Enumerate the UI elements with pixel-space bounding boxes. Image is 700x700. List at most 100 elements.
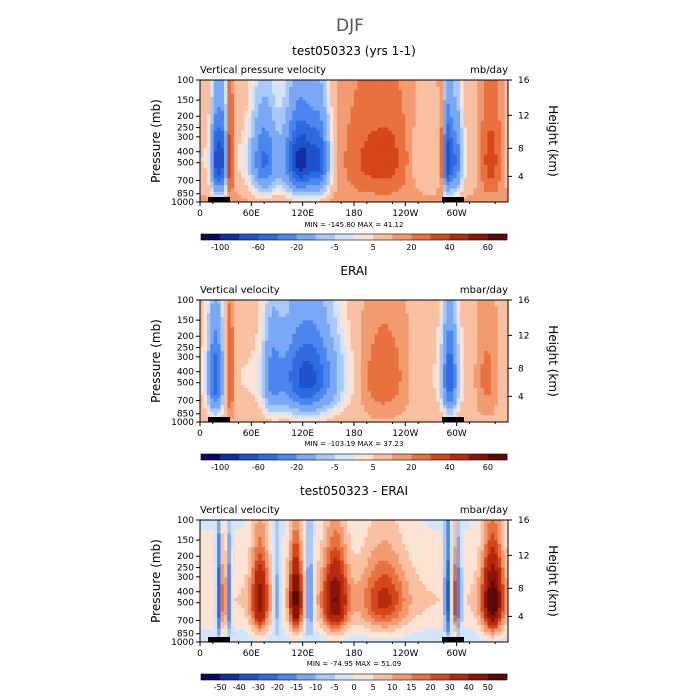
- heatmap-cell: [333, 344, 338, 348]
- heatmap-cell: [333, 415, 338, 420]
- heatmap-cell: [292, 90, 297, 94]
- heatmap-cell: [213, 134, 218, 139]
- heatmap-cell: [470, 120, 475, 125]
- heatmap-cell: [398, 107, 403, 111]
- heatmap-cell: [460, 164, 464, 169]
- heatmap-cell: [206, 120, 211, 125]
- heatmap-cell: [230, 117, 235, 122]
- heatmap-cell: [223, 113, 228, 118]
- heatmap-cell: [425, 120, 430, 125]
- heatmap-cell: [275, 394, 280, 399]
- heatmap-cell: [299, 113, 304, 118]
- heatmap-cell: [244, 411, 249, 416]
- heatmap-cell: [497, 178, 502, 183]
- heatmap-cell: [415, 96, 420, 101]
- heatmap-cell: [405, 188, 410, 193]
- heatmap-cell: [302, 306, 307, 311]
- heatmap-cell: [241, 103, 245, 108]
- heatmap-cell: [466, 164, 471, 169]
- heatmap-cell: [254, 330, 259, 335]
- heatmap-cell: [480, 124, 485, 128]
- heatmap-cell: [306, 124, 310, 128]
- heatmap-cell: [425, 137, 430, 142]
- heatmap-cell: [210, 333, 215, 338]
- heatmap-cell: [217, 310, 221, 314]
- heatmap-cell: [316, 124, 321, 128]
- heatmap-cell: [487, 195, 492, 200]
- heatmap-cell: [453, 168, 458, 172]
- heatmap-cell: [470, 161, 475, 166]
- heatmap-cell: [350, 164, 355, 169]
- heatmap-cell: [484, 80, 488, 84]
- heatmap-cell: [490, 86, 495, 91]
- heatmap-cell: [477, 171, 482, 176]
- heatmap-cell: [223, 124, 228, 128]
- heatmap-cell: [343, 350, 348, 355]
- heatmap-cell: [377, 185, 382, 189]
- heatmap-cell: [237, 93, 242, 98]
- heatmap-cell: [265, 303, 269, 308]
- heatmap-cell: [200, 405, 204, 409]
- heatmap-cell: [319, 174, 324, 179]
- y-axis-label: Pressure (mb): [149, 539, 163, 623]
- heatmap-cell: [490, 134, 495, 139]
- heatmap-cell: [494, 90, 499, 94]
- heatmap-cell: [319, 391, 324, 396]
- heatmap-cell: [271, 377, 276, 382]
- heatmap-cell: [371, 141, 375, 145]
- heatmap-cell: [285, 371, 290, 375]
- heatmap-cell: [251, 137, 256, 142]
- heatmap-cell: [326, 178, 331, 183]
- heatmap-cell: [432, 96, 437, 101]
- heatmap-cell: [395, 181, 399, 186]
- heatmap-cell: [285, 364, 290, 369]
- heatmap-cell: [374, 96, 379, 101]
- heatmap-cell: [436, 86, 440, 91]
- heatmap-cell: [494, 103, 499, 108]
- heatmap-cell: [354, 337, 358, 342]
- heatmap-cell: [292, 381, 297, 386]
- heatmap-cell: [278, 310, 283, 314]
- heatmap-cell: [309, 388, 314, 392]
- heatmap-cell: [251, 130, 256, 135]
- heatmap-cell: [326, 107, 331, 111]
- heatmap-cell: [391, 151, 396, 155]
- heatmap-cell: [463, 144, 468, 149]
- heatmap-cell: [223, 164, 228, 169]
- heatmap-cell: [371, 174, 375, 179]
- heatmap-cell: [258, 171, 262, 176]
- heatmap-cell: [217, 357, 221, 362]
- heatmap-cell: [333, 391, 338, 396]
- heatmap-cell: [323, 303, 328, 308]
- heatmap-cell: [340, 316, 345, 321]
- heatmap-cell: [384, 171, 389, 176]
- heatmap-cell: [237, 398, 242, 403]
- heatmap-cell: [449, 80, 454, 84]
- heatmap-cell: [360, 124, 365, 128]
- heatmap-cell: [408, 185, 413, 189]
- heatmap-cell: [271, 124, 276, 128]
- heatmap-cell: [350, 127, 355, 132]
- heatmap-cell: [412, 161, 416, 166]
- heatmap-cell: [227, 137, 232, 142]
- heatmap-cell: [203, 330, 208, 335]
- heatmap-cell: [494, 124, 499, 128]
- heatmap-cell: [326, 188, 331, 193]
- heatmap-cell: [265, 327, 269, 331]
- heatmap-cell: [244, 303, 249, 308]
- heatmap-cell: [419, 154, 423, 159]
- heatmap-cell: [247, 300, 252, 304]
- heatmap-cell: [377, 127, 382, 132]
- heatmap-cell: [302, 367, 307, 372]
- heatmap-cell: [227, 405, 232, 409]
- heatmap-cell: [371, 198, 375, 203]
- heatmap-cell: [265, 80, 269, 84]
- heatmap-cell: [261, 181, 266, 186]
- heatmap-cell: [275, 83, 280, 88]
- heatmap-cell: [220, 100, 225, 105]
- heatmap-cell: [271, 391, 276, 396]
- heatmap-cell: [254, 174, 259, 179]
- heatmap-cell: [309, 130, 314, 135]
- heatmap-cell: [415, 80, 420, 84]
- heatmap-cell: [247, 161, 252, 166]
